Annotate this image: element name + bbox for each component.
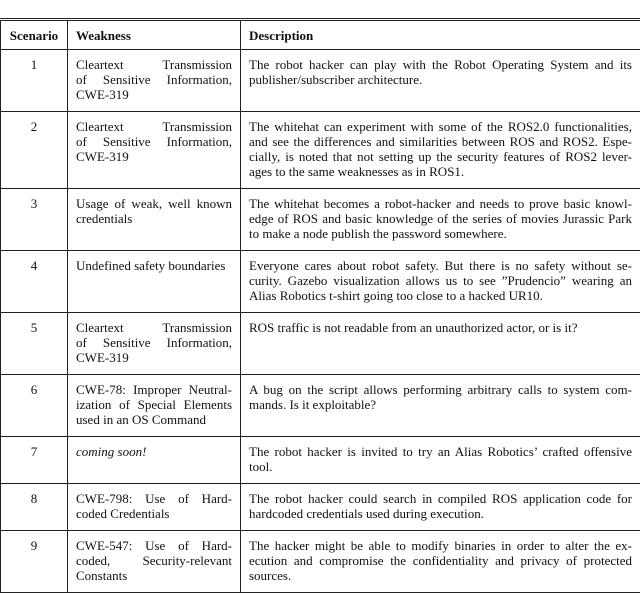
cell-line: sources. [249, 568, 632, 583]
cell-line: ization of Special Elements [76, 397, 232, 412]
cell-line: CWE-319 [76, 87, 232, 102]
cell-line: hardcoded credentials used during execut… [249, 506, 632, 521]
description-cell: The robot hacker is invited to try an Al… [241, 437, 640, 484]
cell-line: tool. [249, 459, 632, 474]
scenario-cell: 5 [1, 313, 68, 375]
column-header: Scenario [1, 20, 68, 50]
scenario-cell: 2 [1, 112, 68, 189]
cell-line: coded, Security-relevant [76, 553, 232, 568]
description-cell: Everyone cares about robot safety. But t… [241, 251, 640, 313]
cell-line: of Sensitive Information, [76, 335, 232, 350]
cell-line: ecution and compromise the confidentiali… [249, 553, 632, 568]
scenario-cell: 8 [1, 484, 68, 531]
weakness-cell: Undefined safety boundaries [68, 251, 241, 313]
cell-line: Cleartext Transmission [76, 320, 232, 335]
cell-line: Cleartext Transmission [76, 119, 232, 134]
cell-line: CWE-798: Use of Hard- [76, 491, 232, 506]
cell-line: The robot hacker is invited to try an Al… [249, 444, 632, 459]
cell-line: Cleartext Transmission [76, 57, 232, 72]
scenario-cell: 1 [1, 50, 68, 112]
cell-line: publisher/subscriber architecture. [249, 72, 632, 87]
scenario-cell: 6 [1, 375, 68, 437]
description-cell: ROS traffic is not readable from an unau… [241, 313, 640, 375]
cell-line: and see the differences and similarities… [249, 134, 632, 149]
cell-line: ROS traffic is not readable from an unau… [249, 320, 632, 335]
cell-line: of Sensitive Information, [76, 72, 232, 87]
cell-line: CWE-78: Improper Neutral- [76, 382, 232, 397]
cell-line: The robot hacker could search in compile… [249, 491, 632, 506]
weakness-cell: CWE-78: Improper Neutral-ization of Spec… [68, 375, 241, 437]
weakness-cell: CWE-547: Use of Hard-coded, Security-rel… [68, 531, 241, 593]
scenario-cell: 9 [1, 531, 68, 593]
description-cell: The whitehat becomes a robot-hacker and … [241, 189, 640, 251]
cell-line: The whitehat becomes a robot-hacker and … [249, 196, 632, 211]
cell-line: A bug on the script allows performing ar… [249, 382, 632, 397]
cell-line: to make a node publish the password some… [249, 226, 632, 241]
cell-line: credentials [76, 211, 232, 226]
cell-line: coming soon! [76, 444, 232, 459]
column-header: Weakness [68, 20, 241, 50]
description-cell: The whitehat can experiment with some of… [241, 112, 640, 189]
cell-line: coded Credentials [76, 506, 232, 521]
weakness-cell: coming soon! [68, 437, 241, 484]
cell-line: mands. Is it exploitable? [249, 397, 632, 412]
description-cell: The hacker might be able to modify binar… [241, 531, 640, 593]
cell-line: The robot hacker can play with the Robot… [249, 57, 632, 72]
cell-line: used in an OS Command [76, 412, 232, 427]
cell-line: of Sensitive Information, [76, 134, 232, 149]
column-header: Description [241, 20, 640, 50]
scenario-cell: 3 [1, 189, 68, 251]
cell-line: The hacker might be able to modify binar… [249, 538, 632, 553]
cell-line: Usage of weak, well known [76, 196, 232, 211]
description-cell: The robot hacker could search in compile… [241, 484, 640, 531]
weakness-cell: CWE-798: Use of Hard-coded Credentials [68, 484, 241, 531]
cell-line: CWE-319 [76, 149, 232, 164]
cell-line: Alias Robotics t-shirt going too close t… [249, 288, 632, 303]
cell-line: CWE-547: Use of Hard- [76, 538, 232, 553]
cell-line: edge of ROS and basic knowledge of the s… [249, 211, 632, 226]
cell-line: ages to the same weaknesses as in ROS1. [249, 164, 632, 179]
cell-line: CWE-319 [76, 350, 232, 365]
page: {"table": { "headers": ["Scenario", "Wea… [0, 0, 640, 574]
description-cell: A bug on the script allows performing ar… [241, 375, 640, 437]
cell-line: Everyone cares about robot safety. But t… [249, 258, 632, 273]
cell-line: Undefined safety boundaries [76, 258, 232, 273]
cell-line: cially, is noted that not setting up the… [249, 149, 632, 164]
table-row: 7 coming soon! The robot hacker is invited… [1, 437, 640, 484]
cell-line: Constants [76, 568, 232, 583]
description-cell: The robot hacker can play with the Robot… [241, 50, 640, 112]
cell-line: The whitehat can experiment with some of… [249, 119, 632, 134]
table-row: 4 Undefined safety boundaries Everyone car… [1, 251, 640, 313]
scenario-cell: 4 [1, 251, 68, 313]
cell-line: curity. Gazebo visualization allows us t… [249, 273, 632, 288]
scenario-cell: 7 [1, 437, 68, 484]
